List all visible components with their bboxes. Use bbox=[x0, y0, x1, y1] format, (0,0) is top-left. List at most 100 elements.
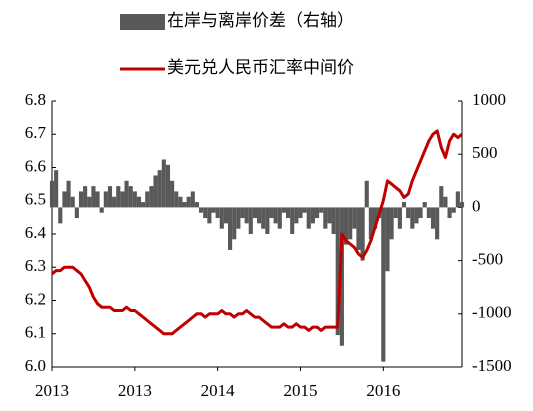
bar bbox=[74, 207, 79, 219]
bar bbox=[203, 207, 208, 219]
bar bbox=[310, 207, 315, 224]
legend-swatch bbox=[120, 14, 165, 30]
bar bbox=[352, 207, 357, 229]
y-tick-label: 6.2 bbox=[25, 289, 46, 308]
bar bbox=[215, 207, 220, 219]
bar bbox=[410, 207, 415, 229]
y2-tick-label: -500 bbox=[472, 250, 503, 269]
bar bbox=[49, 180, 55, 208]
bar bbox=[339, 207, 344, 346]
bar bbox=[439, 186, 444, 208]
bar bbox=[335, 207, 340, 336]
bar bbox=[290, 207, 295, 234]
bar bbox=[211, 207, 216, 213]
bar bbox=[78, 191, 84, 208]
y-tick-label: 6.4 bbox=[25, 223, 47, 242]
bar bbox=[62, 191, 67, 208]
bar bbox=[149, 186, 154, 208]
bar bbox=[145, 191, 150, 208]
bar bbox=[265, 207, 270, 234]
bar bbox=[294, 207, 299, 224]
legend-label: 美元兑人民币汇率中间价 bbox=[167, 58, 354, 77]
x-tick-label: 2013 bbox=[35, 381, 69, 400]
bar bbox=[397, 207, 402, 229]
bar bbox=[219, 207, 224, 229]
bar bbox=[323, 207, 328, 229]
y-tick-label: 6.3 bbox=[25, 256, 46, 275]
y-tick-label: 6.6 bbox=[25, 156, 46, 175]
bar bbox=[269, 207, 274, 219]
bar bbox=[393, 207, 398, 219]
bar bbox=[435, 207, 440, 240]
bar bbox=[257, 207, 262, 224]
bar bbox=[447, 207, 452, 219]
bar bbox=[348, 207, 353, 240]
bar bbox=[87, 196, 92, 208]
bar bbox=[252, 207, 257, 219]
bar bbox=[244, 207, 249, 224]
y2-tick-label: -1000 bbox=[472, 303, 512, 322]
bar bbox=[178, 196, 183, 208]
bar bbox=[194, 202, 200, 208]
bar bbox=[120, 191, 125, 208]
bar bbox=[273, 207, 278, 224]
y2-tick-label: 0 bbox=[472, 196, 481, 215]
bar bbox=[236, 207, 241, 229]
bar bbox=[165, 164, 171, 208]
bar bbox=[418, 207, 423, 219]
bar bbox=[319, 207, 324, 213]
bar bbox=[161, 159, 166, 208]
bar bbox=[426, 207, 431, 219]
bar bbox=[451, 207, 456, 213]
bar bbox=[153, 175, 158, 208]
y-tick-label: 6.7 bbox=[25, 123, 47, 142]
bar bbox=[455, 191, 460, 208]
bar bbox=[306, 207, 311, 229]
bar bbox=[314, 207, 320, 219]
bar bbox=[70, 196, 75, 208]
bar bbox=[414, 207, 419, 224]
bar bbox=[459, 202, 465, 208]
bar bbox=[364, 180, 369, 208]
bar bbox=[182, 202, 187, 208]
bar bbox=[199, 207, 204, 213]
bar bbox=[99, 207, 104, 213]
bar bbox=[302, 207, 307, 213]
bar bbox=[285, 207, 291, 219]
y-tick-label: 6.8 bbox=[25, 90, 46, 109]
bar bbox=[186, 196, 191, 208]
y-tick-label: 6.0 bbox=[25, 356, 46, 375]
bar bbox=[91, 186, 96, 208]
bar bbox=[422, 202, 427, 208]
bar bbox=[103, 191, 108, 208]
bar bbox=[232, 207, 237, 240]
bar bbox=[107, 186, 113, 208]
bar bbox=[401, 202, 407, 208]
y-tick-label: 6.1 bbox=[25, 323, 46, 342]
bar bbox=[157, 170, 162, 208]
bar bbox=[228, 207, 233, 250]
x-tick-label: 2016 bbox=[366, 381, 400, 400]
bar bbox=[381, 207, 386, 362]
bar bbox=[248, 207, 253, 234]
bar bbox=[298, 207, 303, 219]
bar bbox=[223, 207, 229, 224]
y2-tick-label: 500 bbox=[472, 143, 498, 162]
bar bbox=[190, 191, 195, 208]
x-tick-label: 2013 bbox=[118, 381, 152, 400]
bar bbox=[54, 170, 59, 208]
bar bbox=[83, 186, 88, 208]
y-tick-label: 6.5 bbox=[25, 190, 46, 209]
y2-tick-label: -1500 bbox=[472, 356, 512, 375]
bar bbox=[261, 207, 266, 229]
y2-tick-label: 1000 bbox=[472, 90, 506, 109]
bar bbox=[240, 207, 245, 219]
x-tick-label: 2014 bbox=[201, 381, 236, 400]
line bbox=[51, 129, 463, 336]
bar bbox=[368, 207, 373, 240]
bar bbox=[281, 207, 286, 213]
bar bbox=[356, 207, 361, 250]
bar bbox=[58, 207, 63, 224]
legend-label: 在岸与离岸价差（右轴） bbox=[167, 11, 354, 30]
